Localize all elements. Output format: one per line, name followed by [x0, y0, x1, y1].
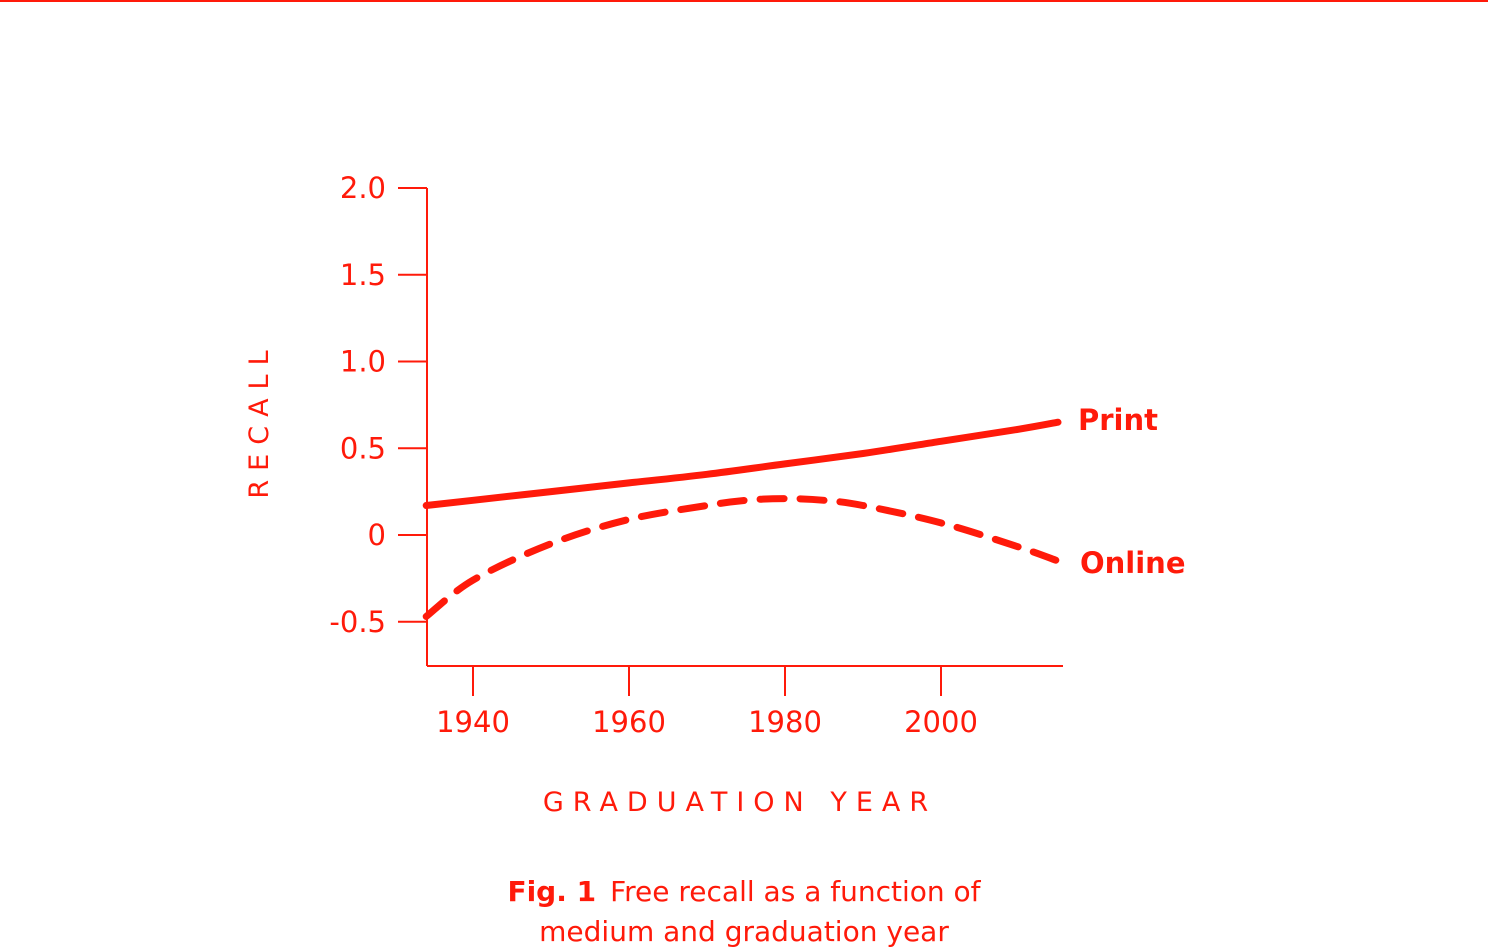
axes: [426, 188, 1063, 667]
caption-line-2: medium and graduation year: [539, 915, 949, 948]
y-tick-label-4: 0: [368, 518, 386, 552]
figure-caption: Fig. 1 Free recall as a function of mediu…: [0, 872, 1488, 952]
x-tick-label-3: 2000: [904, 705, 978, 739]
x-tick-label-1: 1960: [592, 705, 666, 739]
ticks: 2.0 1.5 1.0 0.5 0 -0.5 1940 1960 1980 2000: [329, 171, 978, 739]
y-tick-label-1: 1.5: [340, 258, 386, 292]
labels: GRADUATION YEAR RECALL Print Online: [244, 341, 1186, 818]
series-label-print: Print: [1078, 403, 1158, 437]
caption-text-1: Free recall as a function of: [610, 875, 981, 908]
y-tick-label-0: 2.0: [340, 171, 386, 205]
caption-line-1: Fig. 1 Free recall as a function of: [0, 872, 1488, 912]
series-lines: [422, 418, 1062, 620]
x-axis-title: GRADUATION YEAR: [543, 787, 937, 818]
figure-number: Fig. 1: [507, 875, 597, 908]
series-label-online: Online: [1080, 546, 1186, 580]
x-tick-label-0: 1940: [436, 705, 510, 739]
y-tick-label-3: 0.5: [340, 431, 386, 465]
series-line-online: [422, 495, 1062, 620]
recall-line-chart: 2.0 1.5 1.0 0.5 0 -0.5 1940 1960 1980 2000 GRADUA…: [244, 171, 1186, 818]
y-axis-title: RECALL: [244, 341, 275, 498]
y-tick-label-5: -0.5: [329, 605, 386, 639]
y-tick-label-2: 1.0: [340, 345, 386, 379]
x-tick-label-2: 1980: [748, 705, 822, 739]
top-rule: [0, 0, 1488, 2]
series-line-print: [422, 418, 1062, 509]
